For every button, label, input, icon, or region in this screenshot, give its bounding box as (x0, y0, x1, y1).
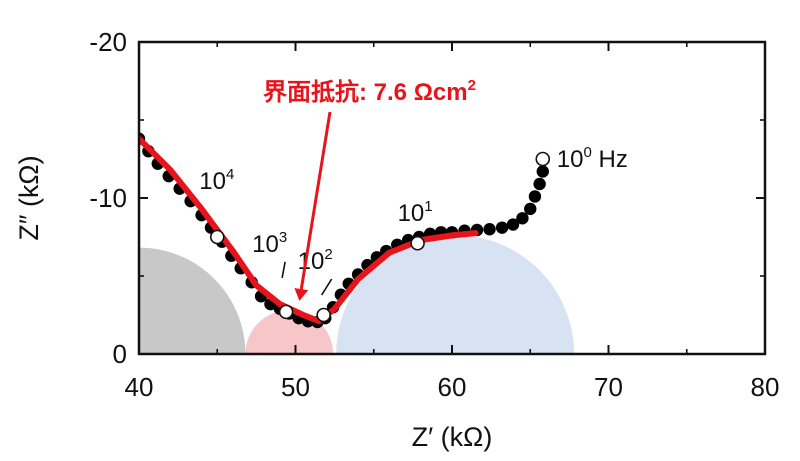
data-point (495, 221, 509, 234)
shaded-region-blue (336, 235, 575, 354)
data-point (528, 190, 542, 203)
interface-resistance-label: 界面抵抗: 7.6 Ωcm2 (263, 77, 476, 106)
frequency-leader-line (320, 278, 333, 296)
annotation-arrow (294, 111, 332, 301)
frequency-marker (535, 151, 551, 167)
y-tick-label: -20 (89, 27, 127, 57)
y-tick-label: 0 (113, 339, 127, 369)
data-point (533, 177, 546, 191)
frequency-marker (316, 307, 331, 323)
x-axis-label: Z′ (kΩ) (412, 422, 493, 452)
data-point (483, 223, 496, 236)
frequency-label: 102 (298, 246, 333, 275)
frequency-marker (410, 235, 425, 251)
data-point (506, 218, 520, 231)
data-point (536, 165, 549, 178)
frequency-marker (209, 229, 225, 245)
data-point (516, 212, 529, 225)
axis-ticks: 40 50 60 70 80 0 -10 -20 (89, 27, 779, 402)
y-axis-label: Z″ (kΩ) (14, 155, 44, 240)
x-tick-label: 40 (125, 372, 154, 402)
x-tick-label: 60 (438, 372, 467, 402)
x-tick-label: 80 (751, 372, 780, 402)
shaded-region-grey (139, 247, 246, 354)
data-point (524, 202, 537, 216)
frequency-markers: 100 Hz 101 102 103 104 (199, 144, 628, 323)
x-tick-label: 70 (594, 372, 623, 402)
frequency-label: 101 (398, 198, 433, 227)
frequency-leader-line (281, 261, 286, 279)
y-tick-label: -10 (89, 183, 127, 213)
frequency-label: 100 Hz (557, 144, 628, 173)
x-tick-label: 50 (281, 372, 310, 402)
frequency-label: 103 (252, 229, 287, 258)
frequency-marker (278, 304, 294, 320)
frequency-label: 104 (199, 166, 234, 195)
